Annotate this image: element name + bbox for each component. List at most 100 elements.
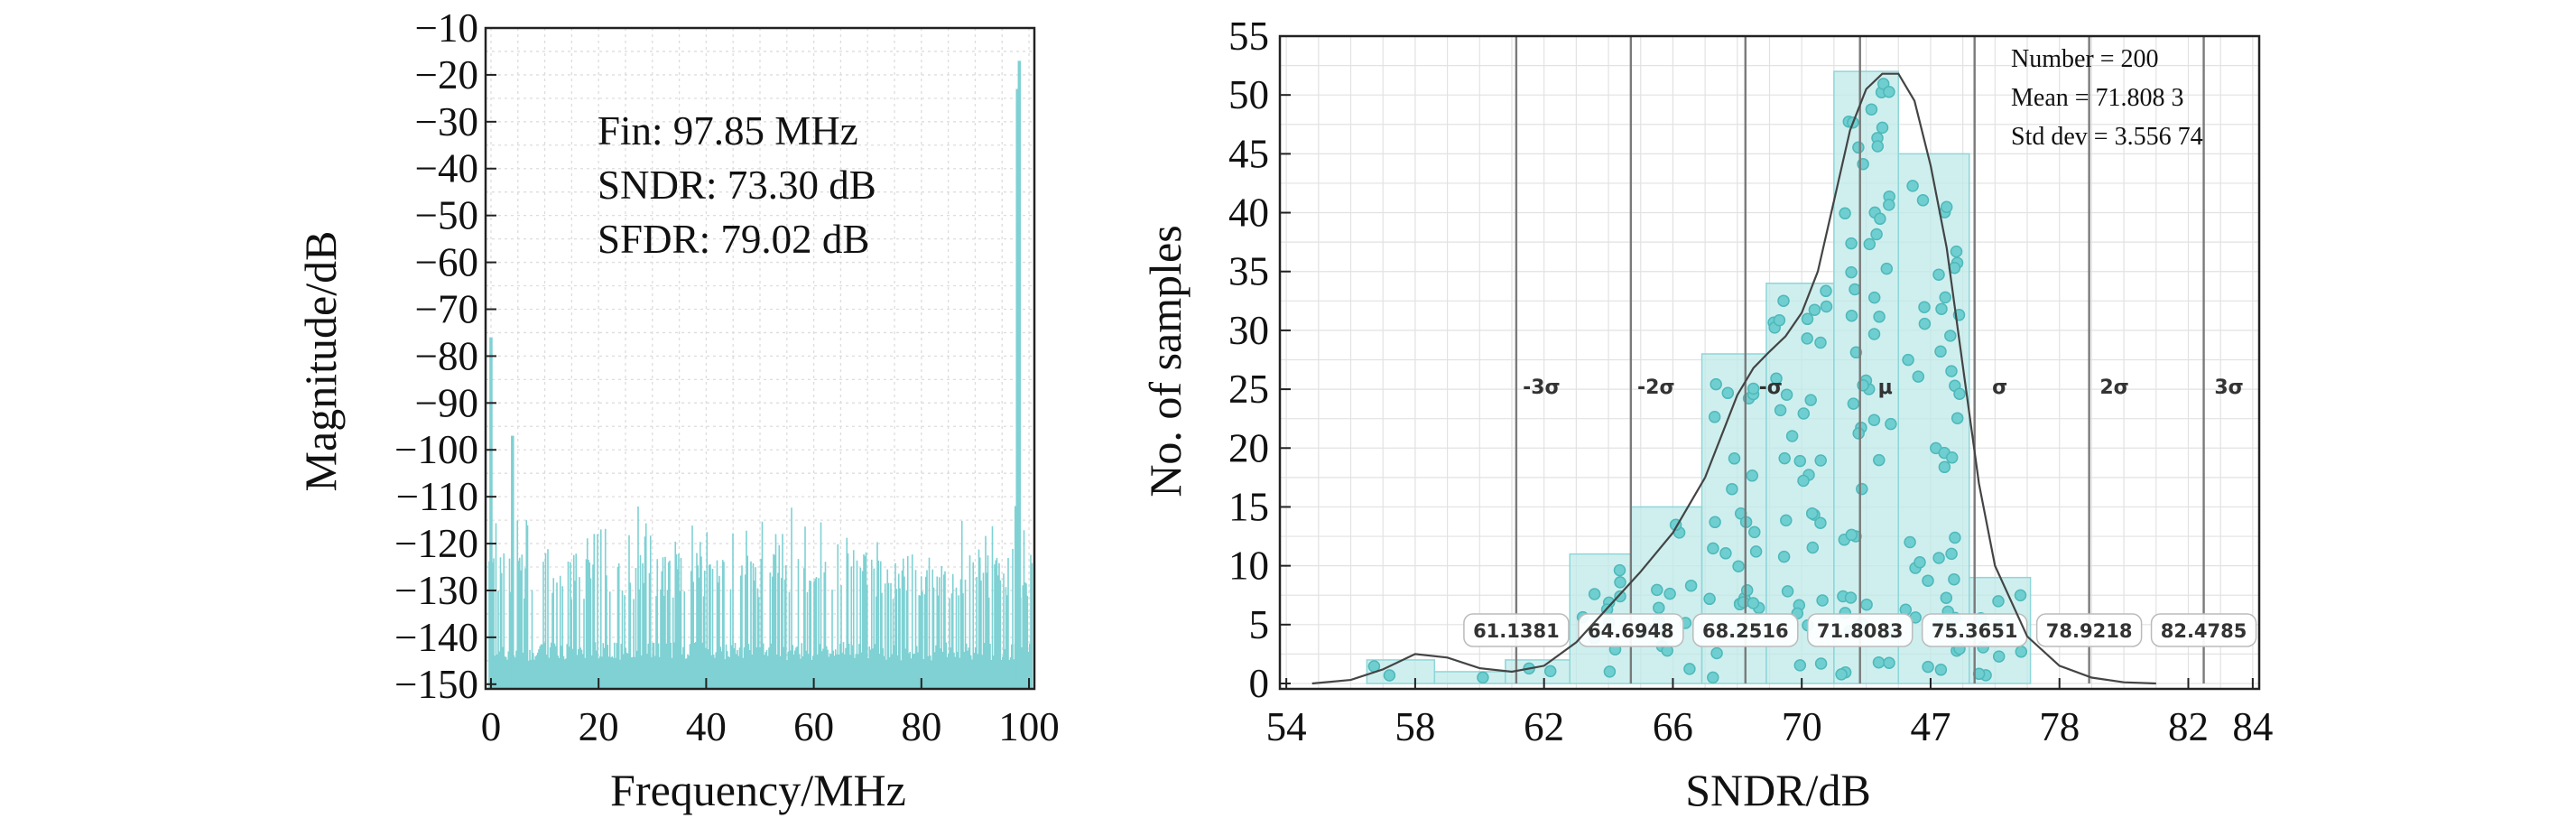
sigma-label: μ bbox=[1878, 376, 1893, 399]
sigma-label: -2σ bbox=[1637, 376, 1675, 399]
sample-dot bbox=[1684, 579, 1698, 592]
sample-dot bbox=[1663, 587, 1676, 600]
x-tick-label: 70 bbox=[1782, 704, 1822, 749]
stat-mean: Mean = 71.808 3 bbox=[2011, 84, 2184, 112]
sample-dot bbox=[1873, 453, 1886, 467]
y-tick-label: 0 bbox=[1249, 661, 1270, 706]
y-tick-label: −60 bbox=[415, 240, 478, 285]
sample-dot bbox=[1801, 332, 1813, 345]
sample-dot bbox=[1770, 372, 1783, 385]
sample-dot bbox=[1845, 265, 1858, 279]
sample-dot bbox=[1614, 590, 1626, 603]
sample-dot bbox=[1883, 656, 1895, 669]
annotation-sfdr: SFDR: 79.02 dB bbox=[598, 217, 869, 262]
sigma-value-label: 78.9218 bbox=[2046, 620, 2133, 642]
sigma-value-box bbox=[1692, 613, 1799, 647]
sample-dot bbox=[1934, 664, 1948, 676]
sample-dot bbox=[1793, 659, 1807, 672]
sample-dot bbox=[1852, 141, 1865, 154]
sample-dot bbox=[1949, 531, 1961, 544]
sample-dot bbox=[1603, 665, 1617, 678]
x-tick-label: 66 bbox=[1653, 704, 1693, 749]
sample-dot bbox=[1922, 660, 1934, 674]
sample-dot bbox=[1613, 563, 1626, 577]
sample-dot bbox=[1820, 284, 1832, 298]
sample-dot bbox=[1872, 655, 1886, 669]
sigma-value-label: 75.3651 bbox=[1932, 620, 2018, 642]
sample-dot bbox=[1804, 394, 1817, 406]
spectrum-plot-frame bbox=[484, 26, 1036, 691]
sigma-label: 2σ bbox=[2099, 376, 2128, 399]
x-tick-label: 84 bbox=[2232, 704, 2273, 749]
stat-std-dev: Std dev = 3.556 74 bbox=[2011, 123, 2203, 151]
sample-dot bbox=[1816, 594, 1829, 607]
y-tick-label: 5 bbox=[1249, 602, 1270, 647]
sample-dot bbox=[1847, 397, 1860, 410]
sample-dot bbox=[1709, 516, 1721, 529]
histogram-stats: Number = 200 Mean = 71.808 3 Std dev = 3… bbox=[2011, 45, 2203, 151]
sample-dot bbox=[1748, 525, 1761, 539]
sample-dot bbox=[1383, 669, 1396, 682]
sample-dot bbox=[1845, 237, 1858, 250]
sample-dot bbox=[1793, 454, 1807, 468]
sample-dot bbox=[1874, 212, 1886, 226]
sample-dot bbox=[1883, 85, 1895, 98]
sample-dot bbox=[1948, 572, 1960, 586]
sample-dot bbox=[1860, 598, 1873, 611]
stat-number: Number = 200 bbox=[2011, 45, 2159, 73]
sample-dot bbox=[1835, 668, 1848, 681]
sample-dot bbox=[1953, 387, 1966, 400]
sample-dot bbox=[1880, 262, 1894, 275]
x-tick-label: 80 bbox=[901, 704, 941, 749]
spectrum-bins bbox=[488, 507, 1033, 689]
x-tick-label: 78 bbox=[2039, 704, 2080, 749]
sample-dot bbox=[1808, 303, 1821, 316]
y-tick-label: 40 bbox=[1228, 191, 1269, 236]
sample-dot bbox=[1873, 311, 1886, 323]
y-tick-label: 45 bbox=[1228, 131, 1269, 176]
sigma-value-box bbox=[1578, 613, 1684, 647]
sample-dot bbox=[1728, 452, 1741, 465]
sample-dot bbox=[1945, 547, 1958, 561]
spectrum-chart: 0 20 40 60 80 100−10−20−30−40−50−60−70−80−90−… bbox=[295, 5, 1060, 815]
x-tick-label: 60 bbox=[793, 704, 834, 749]
y-tick-label: 10 bbox=[1228, 544, 1269, 589]
annotation-sndr: SNDR: 73.30 dB bbox=[598, 163, 876, 208]
sample-dot bbox=[1839, 207, 1851, 220]
y-tick-label: 50 bbox=[1228, 72, 1269, 117]
sample-dot bbox=[1944, 330, 1957, 342]
sample-dot bbox=[1876, 121, 1889, 135]
sample-dot bbox=[1867, 328, 1881, 340]
sample-dot bbox=[1814, 336, 1827, 349]
sigma-label: -σ bbox=[1759, 376, 1783, 399]
sample-dot bbox=[1806, 541, 1820, 554]
sample-dot bbox=[1708, 411, 1721, 423]
histogram-bar bbox=[1433, 671, 1506, 684]
sample-dot bbox=[1778, 451, 1791, 465]
sample-dot bbox=[1845, 528, 1858, 542]
sample-dot bbox=[1939, 291, 1951, 304]
sample-dot bbox=[1849, 283, 1861, 296]
sample-dot bbox=[1867, 414, 1881, 426]
sigma-value-label: 82.4785 bbox=[2161, 620, 2247, 642]
sigma-lines: -3σ 61.1381 -2σ 64.6948 -σ 68.2516 μ 71.8083 σ 75… bbox=[1463, 36, 2257, 683]
y-tick-label: 15 bbox=[1228, 484, 1269, 529]
sample-dot bbox=[1820, 300, 1833, 313]
sample-dot bbox=[1726, 482, 1738, 496]
y-tick-label: 55 bbox=[1228, 14, 1269, 59]
y-tick-label: −50 bbox=[415, 193, 478, 238]
sample-dot bbox=[1707, 671, 1719, 684]
sample-dot bbox=[1749, 545, 1763, 558]
sample-dot bbox=[1780, 514, 1793, 527]
sigma-value-box bbox=[2150, 613, 2257, 647]
sample-dot bbox=[1950, 245, 1963, 258]
sample-dot bbox=[1543, 665, 1557, 678]
y-tick-label: 25 bbox=[1228, 367, 1269, 412]
x-tick-label: 0 bbox=[481, 704, 502, 749]
sample-dot bbox=[1885, 417, 1897, 431]
y-tick-label: 20 bbox=[1228, 425, 1269, 470]
sigma-value-label: 61.1381 bbox=[1473, 620, 1560, 642]
x-tick-label: 54 bbox=[1266, 704, 1307, 749]
spectrum-spikes bbox=[489, 60, 1022, 689]
sample-dot bbox=[1801, 312, 1814, 326]
